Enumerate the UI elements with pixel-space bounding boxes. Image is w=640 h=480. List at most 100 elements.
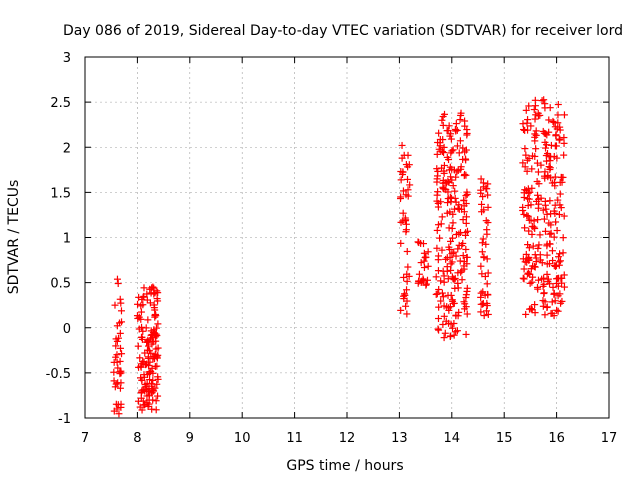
data-point [554,101,562,109]
data-point [403,277,411,285]
data-point [551,123,559,131]
x-tick-label: 8 [133,431,141,446]
y-tick-label: 1.5 [50,186,71,201]
data-point [522,106,530,114]
data-point [535,180,543,188]
data-point [554,119,562,127]
data-point [397,218,405,226]
data-point [532,145,540,153]
data-point [531,102,539,110]
data-point [552,262,560,270]
data-point [397,239,405,247]
data-point [420,257,428,265]
data-point [462,200,470,208]
data-point [438,289,446,297]
data-point [559,249,567,257]
data-point [150,326,158,334]
data-point [137,308,145,316]
data-point [140,371,148,379]
data-point [112,342,120,350]
data-point [144,316,152,324]
data-point [546,230,554,238]
data-point [449,146,457,154]
data-point [148,389,156,397]
y-tick-label: 0.5 [50,277,71,292]
data-point [110,368,118,376]
data-point [484,269,492,277]
data-point [462,245,470,253]
data-point [530,217,538,225]
data-point [445,122,453,130]
x-tick-label: 17 [601,431,618,446]
data-point [459,239,467,247]
data-point [477,175,485,183]
data-point [480,312,488,320]
data-point [397,176,405,184]
data-point [526,188,534,196]
x-tick-label: 9 [186,431,194,446]
data-point [432,290,440,298]
data-point [434,167,442,175]
data-point [433,150,441,158]
data-point [446,193,454,201]
data-point [528,230,536,238]
data-point [433,178,441,186]
axis-ticks [84,56,610,419]
data-point [458,276,466,284]
data-point [462,219,470,227]
data-point [525,244,533,252]
x-tick-label: 14 [444,431,461,446]
data-point [438,246,446,254]
data-point [457,268,465,276]
data-point [404,192,412,200]
data-point [531,301,539,309]
data-point [151,306,159,314]
data-point [402,302,410,310]
data-point [534,244,542,252]
data-point [452,231,460,239]
data-point [528,165,536,173]
data-point [439,320,447,328]
data-point [154,344,162,352]
data-point [522,151,530,159]
data-point [146,285,154,293]
data-point [136,403,144,411]
data-series [110,96,568,418]
x-tick-label: 16 [548,431,565,446]
data-point [455,149,463,157]
data-point [532,258,540,266]
data-point [534,191,542,199]
data-point [478,200,486,208]
data-point [423,276,431,284]
data-point [439,121,447,129]
data-point [554,196,562,204]
data-point [452,252,460,260]
data-point [552,131,560,139]
data-point [439,293,447,301]
data-point [404,163,412,171]
data-point [452,198,460,206]
data-point [452,126,460,134]
data-point [438,116,446,124]
data-point [422,280,430,288]
data-point [463,284,471,292]
data-point [483,230,491,238]
data-point [134,342,142,350]
data-point [414,238,422,246]
data-point [528,184,536,192]
data-point [553,306,561,314]
data-point [436,135,444,143]
data-point [522,310,530,318]
data-point [140,292,148,300]
data-point [139,301,147,309]
data-point [521,186,529,194]
data-point [543,131,551,139]
data-point [452,328,460,336]
data-point [525,227,533,235]
data-point [138,360,146,368]
data-point [552,218,560,226]
data-point [549,257,557,265]
data-point [404,263,412,271]
data-point [463,310,471,318]
data-point [146,358,154,366]
